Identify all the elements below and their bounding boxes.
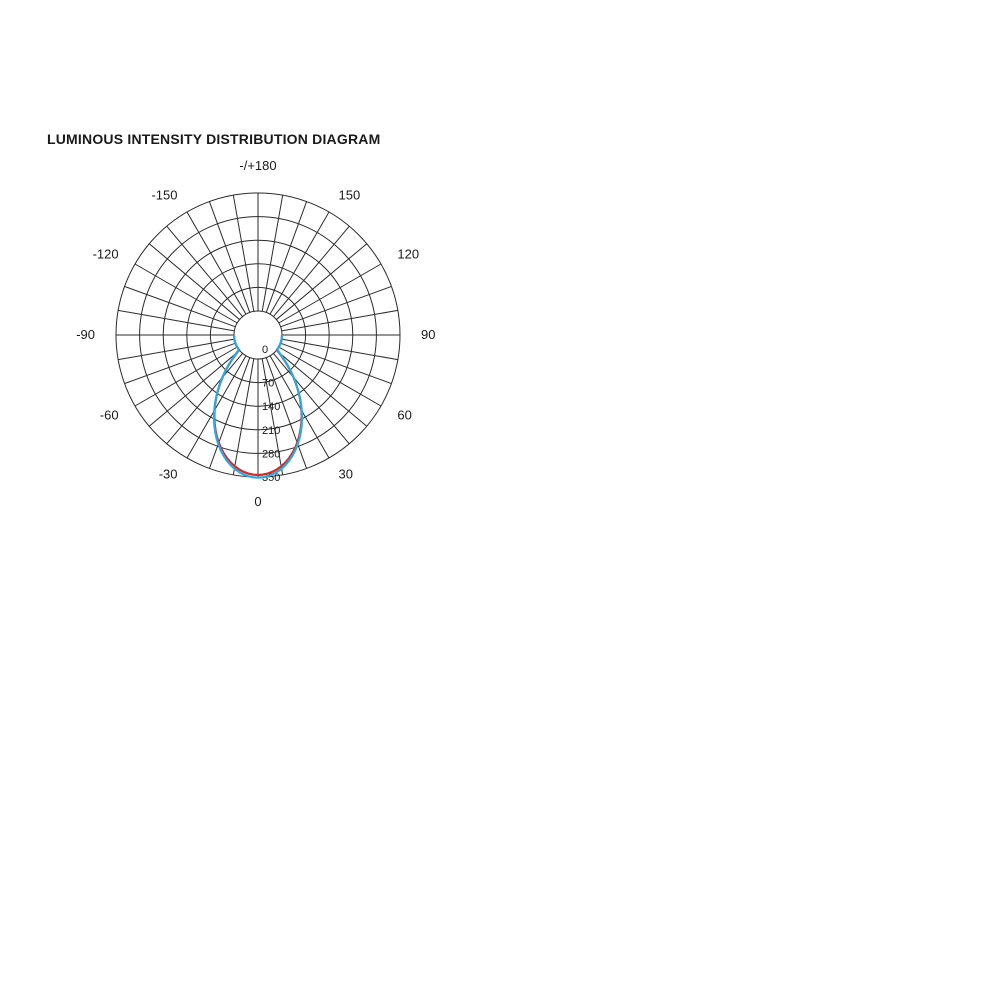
svg-text:70: 70 <box>262 378 274 390</box>
svg-text:-90: -90 <box>76 327 95 342</box>
svg-text:-150: -150 <box>151 188 177 203</box>
svg-text:30: 30 <box>339 466 353 481</box>
svg-text:60: 60 <box>397 408 411 423</box>
svg-text:150: 150 <box>339 188 361 203</box>
svg-text:210: 210 <box>262 425 280 437</box>
svg-text:280: 280 <box>262 448 280 460</box>
svg-text:-30: -30 <box>159 466 178 481</box>
svg-text:140: 140 <box>262 401 280 413</box>
svg-text:120: 120 <box>397 247 419 262</box>
svg-text:-60: -60 <box>100 408 119 423</box>
svg-text:-/+180: -/+180 <box>239 158 276 173</box>
svg-text:0: 0 <box>262 344 268 356</box>
svg-text:0: 0 <box>254 494 261 509</box>
svg-text:90: 90 <box>421 327 435 342</box>
svg-text:-120: -120 <box>93 247 119 262</box>
